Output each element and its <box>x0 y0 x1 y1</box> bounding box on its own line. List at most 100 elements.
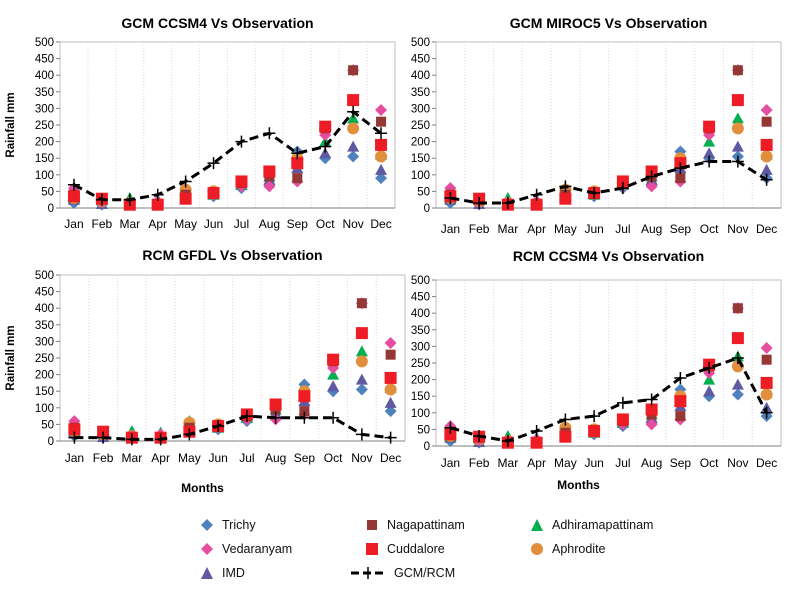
data-point-imd <box>760 163 773 175</box>
y-tick-label: 500 <box>411 37 430 49</box>
data-point-gcm-rcm <box>473 430 486 443</box>
data-point-imd <box>703 147 716 159</box>
y-tick-label: 350 <box>411 325 430 337</box>
model-series-line <box>73 109 382 202</box>
chart-title: GCM CCSM4 Vs Observation <box>121 15 313 31</box>
y-tick-label: 250 <box>411 358 430 370</box>
model-series-line <box>449 356 768 443</box>
x-tick-label: Jul <box>234 217 249 231</box>
y-tick-label: 200 <box>35 370 54 382</box>
data-point-gcm-rcm <box>703 155 716 168</box>
data-point-nagapattinam <box>761 116 772 127</box>
data-point-imd <box>703 385 716 397</box>
x-tick-label: Dec <box>756 456 777 470</box>
y-tick-label: 300 <box>35 336 54 348</box>
data-point-gcm-rcm <box>95 193 108 206</box>
data-point-cuddalore <box>327 353 340 366</box>
data-point-cuddalore <box>703 120 716 133</box>
y-tick-label: 150 <box>35 153 54 165</box>
x-tick-label: Jan <box>441 222 460 236</box>
data-point-trichy <box>355 383 368 396</box>
legend-item-cuddalore: Cuddalore <box>365 542 445 556</box>
data-point-gcm-rcm <box>319 140 332 153</box>
data-point-aphrodite <box>384 383 397 396</box>
y-tick-label: 500 <box>411 275 430 287</box>
data-point-imd <box>731 140 744 152</box>
legend-label: Nagapattinam <box>387 518 465 532</box>
data-point-cuddalore <box>384 371 397 384</box>
x-tick-label: Jul <box>239 451 254 465</box>
y-tick-label: 250 <box>35 353 54 365</box>
chart-legend: Trichy Nagapattinam Adhiramapattinam Ved… <box>190 518 750 598</box>
data-point-cuddalore <box>731 94 744 107</box>
y-tick-label: 200 <box>411 137 430 149</box>
legend-item-nagapattinam: Nagapattinam <box>365 518 465 532</box>
data-point-gcm-rcm <box>473 197 486 210</box>
x-tick-label: Dec <box>380 451 401 465</box>
data-point-trichy <box>731 388 744 401</box>
data-point-aphrodite <box>760 388 773 401</box>
data-point-aphrodite <box>375 150 388 163</box>
data-point-gcm-rcm <box>674 162 687 175</box>
data-point-gcm-rcm <box>760 406 773 419</box>
dashed-line-plus-icon <box>351 567 385 579</box>
legend-item-adhiramapattinam: Adhiramapattinam <box>530 518 653 532</box>
data-point-imd <box>319 147 332 159</box>
data-point-vedaranyam <box>645 418 658 431</box>
triangle-marker-icon <box>531 519 543 531</box>
data-point-vedaranyam <box>263 180 276 193</box>
x-tick-label: Jun <box>208 451 227 465</box>
chart-panel-2: 0 50 100 150 200 250 300 350 400 450 500 Jan Feb Mar A… <box>411 15 782 236</box>
x-tick-label: May <box>178 451 201 465</box>
diamond-marker-icon <box>201 543 213 555</box>
x-axis-label: Months <box>557 478 600 492</box>
data-point-gcm-rcm <box>645 393 658 406</box>
x-tick-label: Dec <box>370 217 391 231</box>
data-point-cuddalore <box>559 192 572 205</box>
x-tick-label: Jun <box>584 222 603 236</box>
x-tick-label: Sep <box>670 222 692 236</box>
x-tick-label: Jan <box>441 456 460 470</box>
data-point-trichy <box>347 150 360 163</box>
data-point-cuddalore <box>616 175 629 188</box>
x-tick-label: Aug <box>641 222 662 236</box>
data-point-cuddalore <box>616 413 629 426</box>
legend-item-imd: IMD <box>200 566 245 580</box>
x-tick-label: Aug <box>641 456 662 470</box>
legend-label: Aphrodite <box>552 542 606 556</box>
data-point-nagapattinam <box>356 298 367 309</box>
data-point-adhiramapattinam <box>355 345 368 357</box>
data-point-vedaranyam <box>384 337 397 350</box>
x-tick-label: Jun <box>204 217 223 231</box>
y-tick-label: 50 <box>417 186 430 198</box>
x-tick-label: Apr <box>151 451 170 465</box>
data-point-gcm-rcm <box>760 173 773 186</box>
y-tick-label: 300 <box>411 341 430 353</box>
data-point-nagapattinam <box>299 406 310 417</box>
data-point-gcm-rcm <box>444 192 457 205</box>
data-point-nagapattinam <box>348 65 359 76</box>
y-tick-label: 100 <box>411 170 430 182</box>
square-marker-icon <box>367 520 377 530</box>
data-point-cuddalore <box>207 187 220 200</box>
data-point-gcm-rcm <box>125 433 138 446</box>
x-tick-label: Feb <box>92 217 113 231</box>
data-point-cuddalore <box>731 332 744 345</box>
data-point-adhiramapattinam <box>703 135 716 147</box>
data-point-cuddalore <box>298 390 311 403</box>
data-point-gcm-rcm <box>384 431 397 444</box>
chart-title: RCM CCSM4 Vs Observation <box>513 248 704 264</box>
y-tick-label: 150 <box>411 391 430 403</box>
data-point-cuddalore <box>179 192 192 205</box>
legend-label: IMD <box>222 566 245 580</box>
y-tick-label: 450 <box>35 54 54 66</box>
x-tick-label: Oct <box>324 451 343 465</box>
data-point-cuddalore <box>235 175 248 188</box>
legend-item-gcm-rcm: GCM/RCM <box>350 566 455 580</box>
y-tick-label: 350 <box>35 87 54 99</box>
diamond-marker-icon <box>201 519 213 531</box>
x-tick-label: Apr <box>527 222 546 236</box>
data-point-cuddalore <box>530 198 543 211</box>
data-point-cuddalore <box>263 165 276 178</box>
